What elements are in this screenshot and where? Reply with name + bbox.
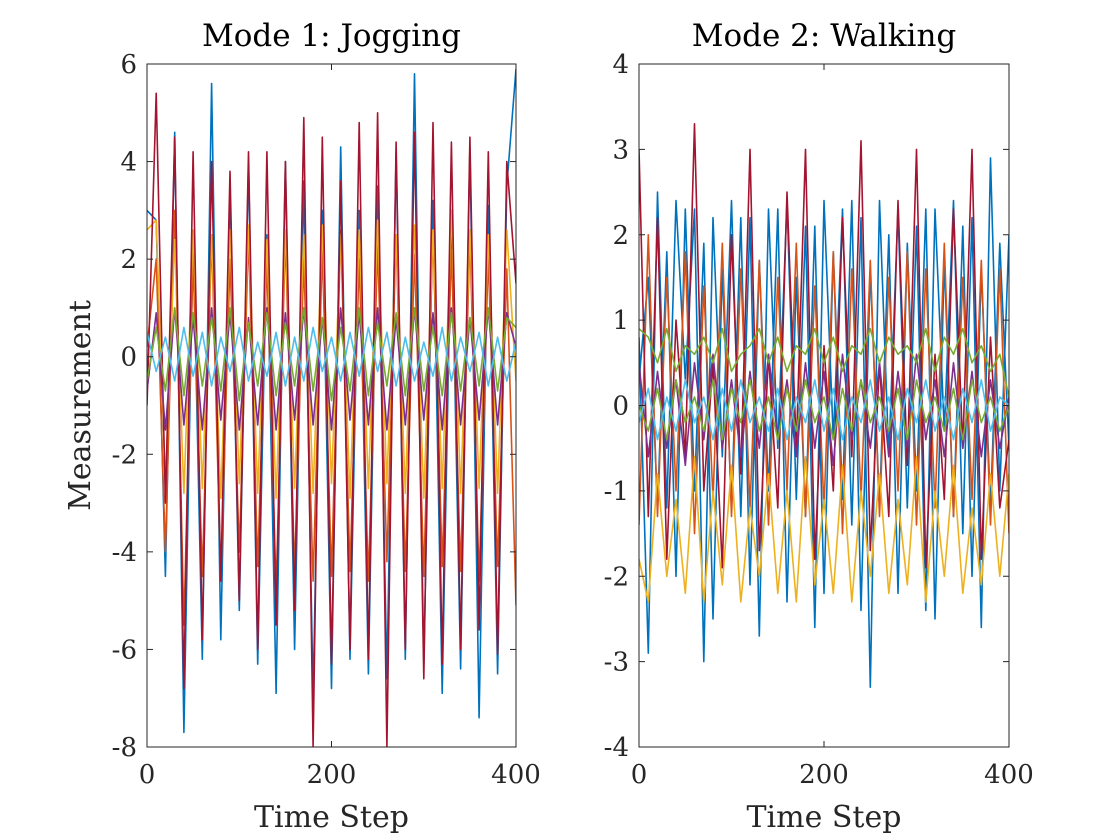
series-line-7 <box>147 326 516 387</box>
chart-title: Mode 2: Walking <box>692 18 957 54</box>
x-tick-label: 400 <box>491 760 541 790</box>
x-tick-label: 0 <box>139 760 156 790</box>
y-tick-label: 0 <box>120 343 137 373</box>
series-line-4 <box>639 455 1009 603</box>
y-tick-label: -2 <box>604 562 629 592</box>
y-tick-label: -8 <box>112 733 137 763</box>
y-axis-label: Measurement <box>63 300 98 511</box>
y-tick-label: 2 <box>612 221 629 251</box>
y-tick-label: 4 <box>120 148 137 178</box>
y-tick-label: 6 <box>120 50 137 80</box>
y-tick-label: -3 <box>604 648 629 678</box>
y-tick-label: -6 <box>112 635 137 665</box>
y-tick-label: -4 <box>604 733 629 763</box>
chart-title: Mode 1: Jogging <box>202 18 461 54</box>
series-line-6 <box>147 307 516 402</box>
y-tick-label: 1 <box>612 306 629 336</box>
series-line-6 <box>639 353 1009 467</box>
x-tick-label: 400 <box>984 760 1034 790</box>
series-line-5 <box>147 307 516 431</box>
plot-area <box>638 63 1010 748</box>
y-tick-label: 2 <box>120 245 137 275</box>
series-line-9 <box>639 379 1009 441</box>
y-tick-label: -4 <box>112 538 137 568</box>
series-line-7 <box>639 327 1009 398</box>
x-tick-label: 200 <box>799 760 849 790</box>
x-axis-label: Time Step <box>254 800 409 835</box>
series-line-5 <box>639 123 1009 569</box>
series-group <box>147 68 516 747</box>
y-tick-label: 3 <box>612 135 629 165</box>
panel-walking: 0 200 400 -4 -3 -2 -1 0 1 2 3 4 Mode 2: Walking Time … <box>604 18 1034 835</box>
x-axis-label: Time Step <box>747 800 902 835</box>
y-tick-label: 4 <box>612 50 629 80</box>
y-tick-label: 0 <box>612 392 629 422</box>
panel-jogging: 0 200 400 -8 -6 -4 -2 0 2 4 6 Mode 1: Jogging Time S… <box>63 18 541 835</box>
series-group <box>639 123 1009 689</box>
series-line-8 <box>639 379 1009 441</box>
x-tick-label: 200 <box>307 760 357 790</box>
series-line-4 <box>147 92 516 747</box>
y-tick-label: -1 <box>604 477 629 507</box>
y-tick-label: -2 <box>112 440 137 470</box>
x-tick-label: 0 <box>631 760 648 790</box>
